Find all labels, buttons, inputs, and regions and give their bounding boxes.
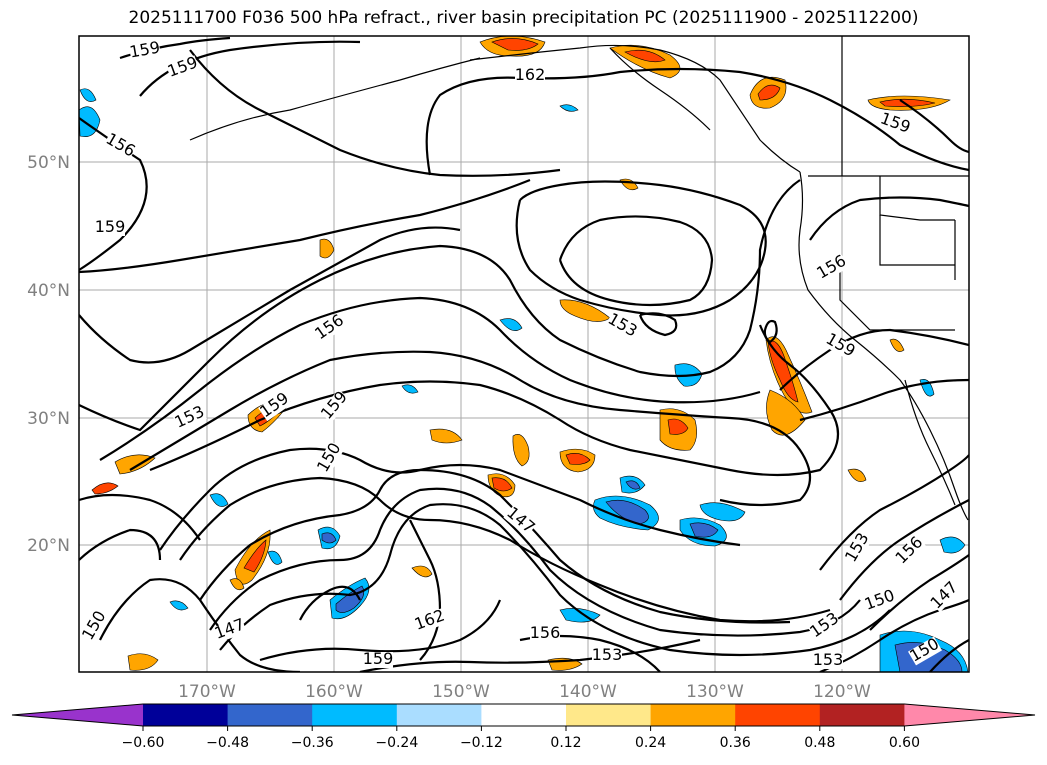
colorbar-tick-label: −0.48 — [206, 735, 249, 751]
contour-label-bg — [893, 534, 927, 568]
contour-label-bg — [908, 636, 942, 666]
colorbar-tick-label: −0.12 — [460, 735, 503, 751]
lon-label: 170°W — [178, 682, 236, 702]
contour-label-bg — [319, 389, 351, 423]
colorbar — [11, 703, 1036, 727]
colorbar-tick-labels: −0.60 −0.48 −0.36 −0.24 −0.12 0.12 0.24 0.36 0.4… — [122, 726, 920, 751]
contour-label-bg — [878, 111, 912, 137]
contour-label-bg — [813, 653, 843, 669]
refractivity-contours — [79, 36, 969, 672]
colorbar-tick-label: 0.36 — [720, 735, 751, 751]
contour-label-bg — [173, 404, 207, 432]
colorbar-tick-label: −0.24 — [375, 735, 418, 751]
contour-label-bg — [503, 505, 537, 537]
contour-label-bg — [213, 617, 247, 643]
colorbar-segment — [143, 704, 229, 726]
contour-label-bg — [815, 253, 849, 283]
precipitation-field — [79, 36, 969, 672]
contour-label-bg — [363, 652, 393, 668]
lon-label: 140°W — [559, 682, 617, 702]
map-frame — [78, 35, 970, 673]
colorbar-tick-label: 0.12 — [550, 735, 581, 751]
coastlines — [189, 36, 969, 521]
lon-label: 130°W — [686, 682, 744, 702]
contour-label-bg — [530, 626, 560, 642]
longitude-labels: 170°W 160°W 150°W 140°W 130°W 120°W — [178, 682, 871, 702]
colorbar-tick-label: 0.48 — [804, 735, 835, 751]
contour-label: 153 — [813, 650, 844, 669]
lon-label: 120°W — [813, 682, 871, 702]
contour-label-bg — [928, 579, 962, 613]
contour-label-bg — [95, 220, 125, 236]
contour-label: 153 — [592, 645, 623, 664]
lat-label: 40°N — [27, 281, 70, 301]
colorbar-tick-label: −0.60 — [122, 735, 165, 751]
contour-label-bg — [592, 648, 622, 664]
colorbar-segment — [227, 704, 313, 726]
contour-label-bg — [605, 311, 639, 341]
lon-label: 160°W — [305, 682, 363, 702]
colorbar-segment — [312, 704, 398, 726]
colorbar-segment — [735, 704, 821, 726]
lat-label: 20°N — [27, 536, 70, 556]
colorbar-segment — [819, 704, 905, 726]
colorbar-tick-label: −0.36 — [291, 735, 334, 751]
colorbar-tick-label: 0.24 — [635, 735, 666, 751]
contour-label-bg — [863, 588, 897, 614]
contour-label: 159 — [95, 217, 126, 236]
contour-label-bg — [103, 131, 137, 161]
lat-label: 30°N — [27, 409, 70, 429]
contour-label-bg — [413, 608, 447, 634]
contour-label-bg — [258, 390, 292, 422]
contour-label: 159 — [363, 649, 394, 668]
contour-label-bg — [166, 55, 200, 81]
contour-label-bg — [315, 441, 345, 475]
contour-label-bg — [843, 531, 873, 565]
contour-label-bg — [823, 331, 857, 361]
colorbar-segment — [481, 704, 567, 726]
colorbar-segment — [396, 704, 482, 726]
contour-label-bg — [80, 609, 110, 643]
colorbar-extend-max — [904, 704, 1035, 726]
map-title: 2025111700 F036 500 hPa refract., river … — [128, 8, 919, 28]
colorbar-tick-label: 0.60 — [889, 735, 920, 751]
colorbar-segment — [650, 704, 736, 726]
colorbar-segment — [566, 704, 652, 726]
lon-label: 150°W — [432, 682, 490, 702]
contour-label-bg — [515, 68, 545, 84]
contour-label-bg — [128, 40, 162, 62]
contour-label-bg — [313, 312, 347, 344]
colorbar-extend-min — [12, 704, 143, 726]
contour-label: 156 — [530, 623, 561, 642]
contour-label-bg — [808, 610, 842, 642]
lat-label: 50°N — [27, 153, 70, 173]
latitude-labels: 50°N 40°N 30°N 20°N — [27, 153, 70, 556]
contour-label: 162 — [515, 65, 546, 84]
